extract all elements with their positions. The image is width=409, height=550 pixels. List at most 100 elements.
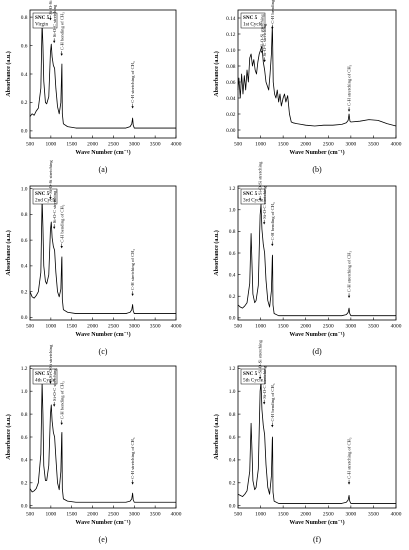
annotation-arrowhead [131, 293, 134, 297]
x-tick-label: 3000 [345, 512, 356, 518]
annotation-arrowhead [262, 222, 266, 225]
x-tick-label: 1000 [45, 512, 56, 518]
x-tick-label: 3000 [129, 512, 140, 518]
peak-annotation: Si-O-Si stretching [258, 339, 263, 373]
peak-annotation: C-H bending of CH₃ [270, 383, 275, 421]
x-axis-label: Wave Number (cm⁻¹) [75, 331, 130, 338]
x-tick-label: 1000 [255, 324, 266, 330]
x-tick-label: 1000 [255, 512, 266, 518]
x-tick-label: 1500 [66, 512, 77, 518]
sample-label-line: 4th Cycle [35, 378, 56, 384]
sample-label-line: SNC 5 [243, 15, 258, 21]
x-tick-label: 4000 [391, 142, 402, 148]
x-tick-label: 3000 [129, 142, 140, 148]
annotation-arrowhead [52, 404, 56, 407]
x-tick-label: 2500 [323, 324, 334, 330]
sample-label-line: 1st Cycle [243, 22, 263, 28]
spectrum-line [29, 198, 176, 314]
annotation-arrowhead [258, 198, 262, 201]
y-tick-label: 0.06 [226, 80, 236, 86]
x-tick-label: 4000 [391, 324, 402, 330]
y-tick-label: 1.0 [21, 389, 28, 395]
x-tick-label: 3000 [129, 324, 140, 330]
x-tick-label: 500 [26, 512, 34, 518]
peak-annotation: C-H stretching of CH₃ [130, 61, 135, 103]
sample-label-line: 3rd Cycle [243, 198, 264, 204]
peak-annotation: C-H bending of CH₃ [270, 202, 275, 240]
peak-annotation: Si-O-C stretching [52, 190, 57, 223]
spectrum-line [29, 22, 176, 129]
y-tick-label: 0.2 [229, 294, 236, 300]
peak-annotation: Si-O-Si stretching [260, 14, 265, 48]
annotation-arrowhead [52, 40, 56, 44]
y-tick-label: 0.6 [229, 435, 236, 441]
sample-label-line: 5th Cycle [243, 378, 264, 384]
panel-1: 500 1000 1500 2000 2500 3000 3500 4000 0.00 0.02 0… [213, 0, 402, 174]
x-axis-label: Wave Number (cm⁻¹) [289, 149, 344, 156]
panel-0: 500 1000 1500 2000 2500 3000 3500 4000 0.0 0.2 0.4… [5, 0, 182, 174]
annotation-arrowhead [262, 402, 266, 405]
peak-annotation: C-H bending of CH₃ [59, 12, 64, 50]
annotation-arrowhead [60, 422, 63, 426]
sample-label-line: SNC 5 [243, 371, 258, 377]
spectrum-line [237, 203, 396, 317]
x-tick-label: 1000 [255, 142, 266, 148]
x-tick-label: 2000 [300, 142, 311, 148]
annotation-arrowhead [260, 51, 264, 54]
peak-annotation: Si-O-Si stretching [258, 161, 263, 195]
y-tick-label: 0.2 [229, 481, 236, 487]
peak-annotation: C-H bending of CH₃ [59, 381, 64, 419]
x-tick-label: 1000 [45, 324, 56, 330]
y-tick-label: 0.2 [21, 100, 28, 106]
y-tick-label: 0.0 [229, 504, 236, 510]
plot-frame [29, 185, 177, 321]
y-tick-label: 0.4 [21, 264, 28, 270]
x-tick-label: 500 [234, 142, 242, 148]
annotation-arrowhead [347, 482, 351, 485]
peak-annotation: Si-O-C stretching [262, 186, 267, 219]
y-tick-label: 0.0 [21, 315, 28, 321]
x-tick-label: 3500 [368, 512, 379, 518]
spectrum-line [237, 25, 397, 127]
x-tick-label: 500 [26, 324, 34, 330]
x-tick-label: 2000 [87, 512, 98, 518]
y-tick-label: 0.4 [229, 458, 236, 464]
annotation-arrowhead [131, 106, 134, 109]
peak-annotation: C-H stretching of CH₃ [347, 251, 352, 293]
peak-annotation: Si-O-C stretching [262, 365, 267, 398]
x-tick-label: 2000 [87, 142, 98, 148]
sample-label-line: Virgin [35, 22, 49, 28]
x-tick-label: 1000 [45, 142, 56, 148]
y-tick-label: 0.2 [21, 481, 28, 487]
annotation-arrowhead [347, 295, 351, 299]
y-tick-label: 0.8 [229, 229, 236, 235]
peak-annotation: C-H bending of CH₃ [270, 0, 275, 24]
peak-annotation: C-H stretching of CH₃ [130, 249, 135, 291]
panel-3: 500 1000 1500 2000 2500 3000 3500 4000 0.0 0.2 0.4… [213, 161, 402, 356]
peak-annotation: Si-O-Si stretching [48, 344, 53, 378]
annotation-arrowhead [49, 197, 52, 200]
y-tick-label: 0.8 [21, 15, 28, 21]
x-tick-label: 3500 [150, 324, 161, 330]
peak-annotation: C-H bending of CH₃ [59, 204, 64, 242]
x-tick-label: 1500 [278, 512, 289, 518]
peak-annotation: Si-O-C stretching [52, 4, 57, 37]
sample-label-box [32, 188, 58, 205]
x-tick-label: 4000 [171, 142, 182, 148]
x-tick-label: 2000 [87, 324, 98, 330]
annotation-arrowhead [60, 53, 63, 56]
y-tick-label: 0.14 [226, 16, 236, 22]
x-tick-label: 3500 [150, 142, 161, 148]
peak-annotation: Si-O-C stretching [52, 368, 57, 401]
x-tick-label: 500 [234, 512, 242, 518]
x-tick-label: 1500 [66, 142, 77, 148]
sample-label-line: SNC 5 [35, 15, 50, 21]
y-tick-label: 0.2 [21, 289, 28, 295]
y-tick-label: 0.0 [229, 316, 236, 322]
sample-label-box [240, 12, 266, 29]
y-tick-label: 0.4 [21, 72, 28, 78]
y-tick-label: 0.02 [226, 112, 236, 118]
panel-caption: (d) [312, 347, 322, 356]
sample-label-box [32, 368, 58, 385]
y-tick-label: 0.04 [226, 96, 236, 102]
